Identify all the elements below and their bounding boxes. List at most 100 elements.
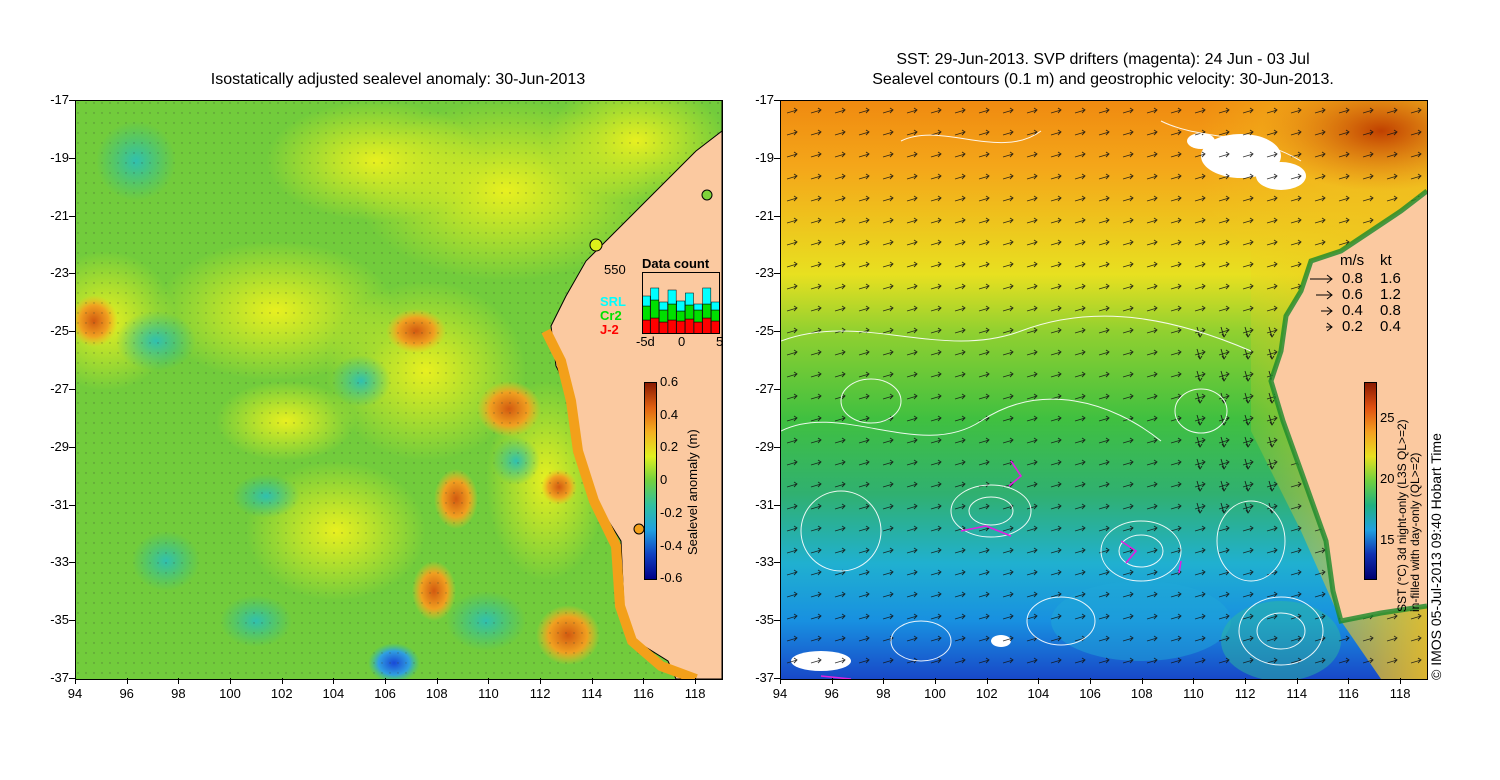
- imos-credit: © IMOS 05-Jul-2013 09:40 Hobart Time: [1428, 433, 1444, 680]
- sla-cb-tick: -0.4: [660, 537, 683, 553]
- histogram-bar-segment: [667, 303, 677, 321]
- right-ytick-mark: [774, 562, 780, 564]
- sla-cb-tick: 0.4: [660, 406, 679, 422]
- left-xtick-label: 114: [581, 686, 603, 701]
- right-xtick-label: 102: [975, 686, 998, 701]
- tide-gauge-marker: [633, 523, 645, 535]
- sla-cb-tick: 0: [660, 472, 668, 488]
- histogram-bar-segment: [711, 320, 720, 334]
- right-ytick-label: -17: [755, 92, 774, 107]
- left-xtick-label: 112: [529, 686, 551, 701]
- left-ytick-label: -33: [50, 554, 69, 570]
- right-ytick-mark: [774, 157, 780, 159]
- left-ytick-mark: [69, 562, 75, 564]
- right-ytick-label: -35: [755, 612, 774, 628]
- right-xtick-mark: [1038, 678, 1040, 684]
- histogram-bar-segment: [659, 309, 668, 323]
- left-xtick-mark: [281, 678, 283, 684]
- histogram-bar-segment: [702, 317, 712, 334]
- left-xtick-label: 104: [322, 686, 345, 701]
- left-xtick-mark: [75, 678, 76, 684]
- left-ytick-label: -31: [50, 496, 69, 512]
- dc-xtick-5: 5: [716, 334, 724, 349]
- left-xtick-mark: [488, 678, 490, 684]
- vel-legend-header-ms: m/s: [1340, 252, 1365, 269]
- left-ytick-mark: [69, 157, 75, 159]
- sst-cb-tick-20: 20: [1380, 471, 1395, 486]
- histogram-bar-segment: [702, 303, 712, 319]
- histogram-bar-segment: [659, 301, 668, 311]
- right-ytick-label: -23: [755, 265, 774, 281]
- legend-j2: J-2: [600, 322, 619, 337]
- left-ytick-mark: [69, 215, 75, 217]
- right-xtick-label: 104: [1027, 686, 1050, 701]
- left-ytick-label: -17: [50, 92, 69, 107]
- left-ytick-label: -37: [50, 670, 69, 685]
- right-xtick-mark: [1141, 678, 1143, 684]
- data-count-max-label: 550: [604, 262, 626, 277]
- right-xtick-label: 112: [1234, 686, 1256, 701]
- histogram-bar-segment: [685, 292, 694, 306]
- vel-legend-ms: 0.6: [1342, 286, 1363, 303]
- right-ytick-label: -37: [755, 670, 774, 685]
- right-map-title-line1: SST: 29-Jun-2013. SVP drifters (magenta)…: [896, 51, 1310, 68]
- left-xtick-label: 98: [171, 686, 186, 701]
- left-xtick-mark: [126, 678, 128, 684]
- left-xtick-mark: [230, 678, 232, 684]
- right-ytick-mark: [774, 215, 780, 217]
- tide-gauge-marker: [589, 238, 603, 252]
- histogram-bar-segment: [667, 289, 677, 305]
- histogram-bar-segment: [676, 310, 686, 322]
- histogram-bar-segment: [685, 304, 694, 320]
- histogram-bar-segment: [667, 319, 677, 334]
- right-ytick-mark: [774, 389, 780, 390]
- histogram-bar-segment: [676, 300, 686, 312]
- left-xtick-label: 94: [67, 686, 83, 701]
- right-ytick-label: -31: [755, 496, 774, 512]
- left-ytick-label: -23: [50, 265, 69, 281]
- velocity-scale-arrow: [1326, 322, 1333, 332]
- velocity-scale-arrow: [1310, 274, 1333, 284]
- right-ytick-mark: [774, 620, 780, 622]
- right-xtick-mark: [780, 678, 781, 684]
- left-xtick-label: 116: [633, 686, 654, 701]
- left-xtick-mark: [695, 678, 697, 684]
- left-ytick-mark: [69, 620, 75, 622]
- left-xtick-label: 118: [684, 686, 706, 701]
- left-ytick-mark: [69, 678, 75, 679]
- left-ytick-label: -29: [50, 438, 69, 454]
- right-xtick-label: 98: [876, 686, 891, 701]
- right-ytick-mark: [774, 331, 780, 333]
- histogram-bar-segment: [676, 320, 686, 334]
- left-ytick-label: -21: [50, 207, 69, 223]
- histogram-bar-segment: [693, 303, 703, 311]
- sealevel-anomaly-map[interactable]: [75, 100, 723, 680]
- data-count-title: Data count: [642, 256, 710, 271]
- vel-legend-ms: 0.2: [1342, 318, 1363, 335]
- left-xtick-mark: [385, 678, 387, 684]
- right-xtick-mark: [1193, 678, 1195, 684]
- left-xtick-label: 96: [119, 686, 134, 701]
- left-xtick-mark: [178, 678, 180, 684]
- right-xtick-label: 96: [824, 686, 839, 701]
- right-xtick-mark: [1296, 678, 1298, 684]
- right-ytick-label: -21: [755, 207, 774, 223]
- left-ytick-mark: [69, 446, 75, 448]
- left-xtick-mark: [436, 678, 438, 684]
- sst-map[interactable]: [780, 100, 1428, 680]
- right-map-title-line2: Sealevel contours (0.1 m) and geostrophi…: [872, 71, 1334, 88]
- histogram-bar-segment: [693, 321, 703, 334]
- sst-cb-tick-15: 15: [1380, 532, 1395, 547]
- left-ytick-label: -35: [50, 612, 69, 628]
- right-xtick-label: 100: [924, 686, 946, 701]
- left-ytick-label: -25: [50, 323, 69, 339]
- left-ytick-mark: [69, 331, 75, 333]
- velocity-scale-arrow: [1316, 290, 1333, 300]
- left-xtick-mark: [591, 678, 593, 684]
- left-ytick-mark: [69, 504, 75, 506]
- left-ytick-mark: [69, 100, 75, 101]
- histogram-bar-segment: [650, 299, 660, 319]
- histogram-bar-segment: [642, 305, 651, 321]
- right-ytick-label: -33: [755, 554, 774, 570]
- histogram-bar-segment: [711, 309, 720, 322]
